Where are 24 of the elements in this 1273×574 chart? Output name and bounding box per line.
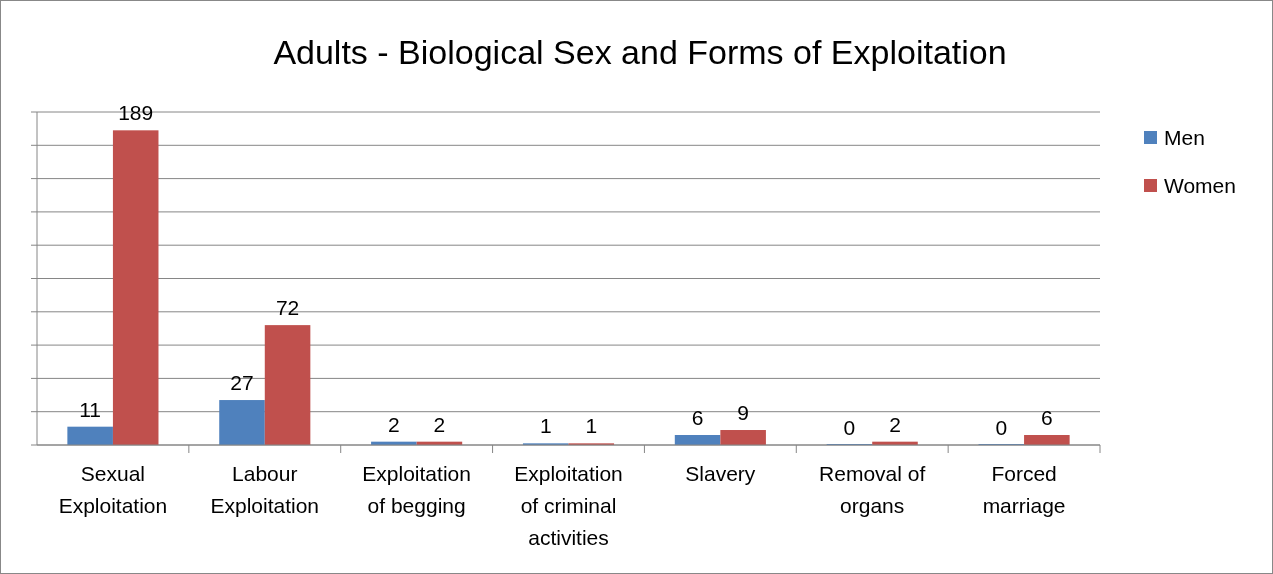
data-label: 9 xyxy=(737,401,749,425)
x-tick-label: Exploitation of criminal activities xyxy=(514,462,623,549)
x-tick-label: Forced marriage xyxy=(982,462,1066,517)
data-label: 2 xyxy=(388,412,400,436)
data-label: 1 xyxy=(539,414,552,438)
x-tick-label: Removal of organs xyxy=(819,462,926,517)
x-tick-label: Exploitation of begging xyxy=(362,462,471,517)
data-label: 6 xyxy=(1041,406,1053,430)
data-label: 27 xyxy=(230,371,254,395)
data-label: 2 xyxy=(433,412,446,436)
x-tick-label: Slavery xyxy=(685,462,756,485)
data-label: 72 xyxy=(275,296,300,320)
data-label: 1 xyxy=(585,414,598,438)
data-label: 6 xyxy=(691,406,704,430)
chart-title: Adults - Biological Sex and Forms of Exploitation xyxy=(273,33,1007,71)
data-label: 2 xyxy=(889,412,901,436)
data-label: 11 xyxy=(79,397,102,421)
x-tick-label: Labour Exploitation xyxy=(210,462,320,517)
legend-label: Women xyxy=(1164,174,1236,198)
data-label: 0 xyxy=(843,416,856,439)
x-tick-label: Sexual Exploitation xyxy=(58,462,168,517)
data-label: 189 xyxy=(118,101,154,125)
data-label: 0 xyxy=(995,416,1008,439)
legend-label: Men xyxy=(1164,126,1205,150)
